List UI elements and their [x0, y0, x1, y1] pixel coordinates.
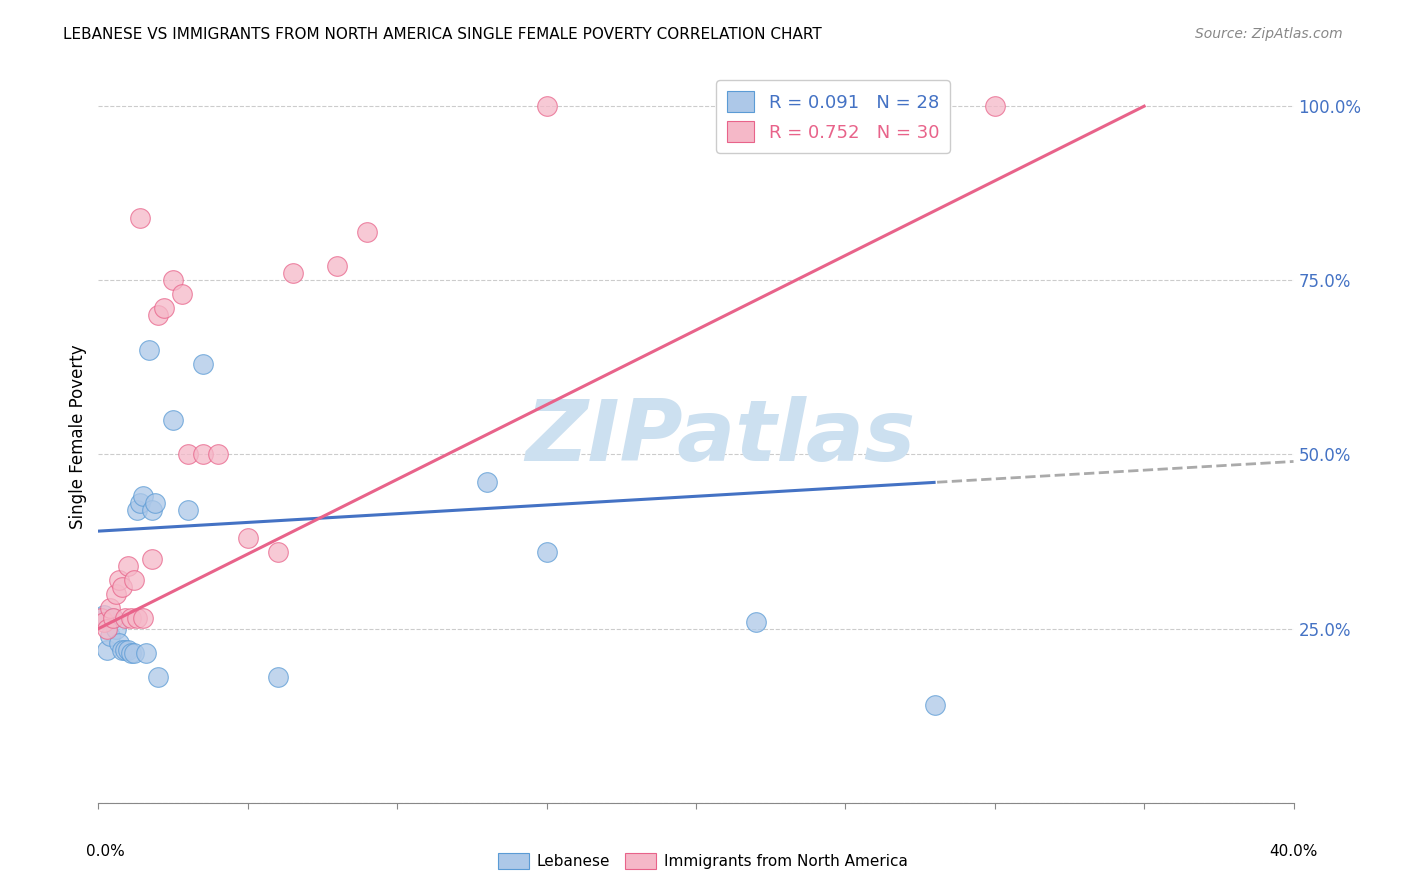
Point [135, 646, 157, 660]
Point [132, 489, 155, 503]
Point [108, 635, 131, 649]
Point [98, 629, 122, 643]
Point [141, 503, 163, 517]
Point [105, 587, 128, 601]
Point [114, 611, 136, 625]
Point [93, 607, 115, 622]
Point [143, 496, 166, 510]
Point [267, 545, 290, 559]
Point [129, 211, 152, 225]
Y-axis label: Single Female Poverty: Single Female Poverty [69, 345, 87, 529]
Point [924, 698, 946, 713]
Text: ZIPatlas: ZIPatlas [524, 395, 915, 479]
Text: 40.0%: 40.0% [1270, 845, 1317, 859]
Point [162, 412, 184, 426]
Point [105, 622, 128, 636]
Point [177, 503, 200, 517]
Point [267, 670, 290, 684]
Text: Source: ZipAtlas.com: Source: ZipAtlas.com [1195, 27, 1343, 41]
Point [162, 273, 184, 287]
Point [98, 600, 122, 615]
Point [96, 642, 118, 657]
Point [191, 448, 214, 462]
Point [111, 642, 134, 657]
Point [127, 503, 149, 517]
Point [536, 99, 558, 113]
Point [127, 611, 149, 625]
Point [129, 496, 152, 510]
Point [103, 611, 125, 625]
Point [153, 301, 176, 316]
Point [475, 475, 498, 490]
Point [356, 225, 378, 239]
Point [124, 573, 146, 587]
Point [191, 357, 214, 371]
Point [141, 552, 163, 566]
Point [103, 611, 125, 625]
Point [536, 545, 558, 559]
Point [90, 611, 112, 625]
Legend: Lebanese, Immigrants from North America: Lebanese, Immigrants from North America [492, 847, 914, 875]
Point [138, 343, 160, 357]
Point [117, 642, 139, 657]
Point [108, 573, 131, 587]
Point [984, 99, 1007, 113]
Point [90, 611, 112, 625]
Point [120, 646, 142, 660]
Point [148, 670, 170, 684]
Legend: R = 0.091   N = 28, R = 0.752   N = 30: R = 0.091 N = 28, R = 0.752 N = 30 [716, 80, 950, 153]
Point [236, 531, 259, 545]
Point [207, 448, 229, 462]
Point [281, 266, 304, 280]
Point [177, 448, 200, 462]
Point [132, 611, 155, 625]
Point [120, 611, 142, 625]
Point [326, 260, 349, 274]
Point [745, 615, 768, 629]
Point [148, 308, 170, 322]
Point [124, 646, 146, 660]
Point [172, 287, 194, 301]
Text: LEBANESE VS IMMIGRANTS FROM NORTH AMERICA SINGLE FEMALE POVERTY CORRELATION CHAR: LEBANESE VS IMMIGRANTS FROM NORTH AMERIC… [63, 27, 823, 42]
Point [96, 622, 118, 636]
Point [114, 642, 136, 657]
Text: 0.0%: 0.0% [86, 845, 125, 859]
Point [111, 580, 134, 594]
Point [117, 558, 139, 573]
Point [93, 615, 115, 629]
